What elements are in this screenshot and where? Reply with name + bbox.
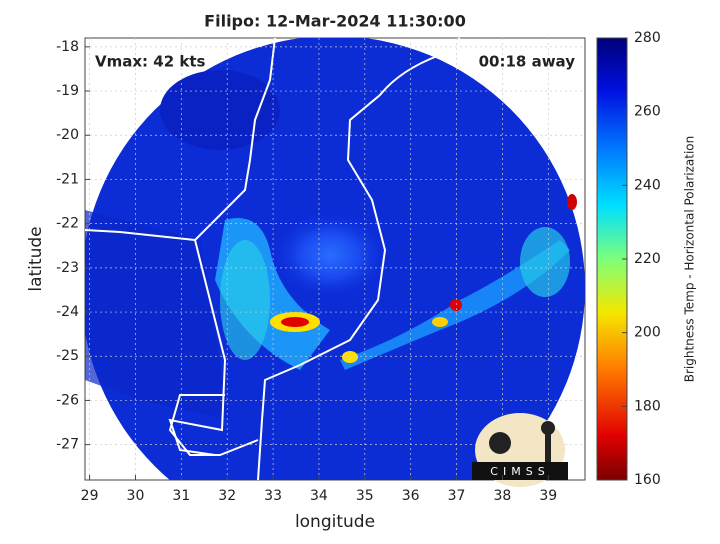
chart-title: Filipo: 12-Mar-2024 11:30:00 (204, 12, 466, 31)
x-tick-label: 34 (310, 488, 328, 504)
y-tick-label: -23 (56, 260, 79, 276)
colorbar-tick-label: 260 (634, 104, 661, 120)
colorbar-tick-label: 280 (634, 30, 661, 46)
colorbar-tick-label: 160 (634, 472, 661, 488)
y-tick-label: -25 (56, 348, 79, 364)
vmax-annotation: Vmax: 42 kts (95, 53, 205, 71)
x-tick-label: 31 (172, 488, 190, 504)
x-tick-label: 32 (218, 488, 236, 504)
x-tick-label: 39 (539, 488, 557, 504)
y-tick-label: -24 (56, 304, 79, 320)
y-tick-label: -19 (56, 83, 79, 99)
colorbar-tick-label: 220 (634, 251, 661, 267)
x-tick-label: 36 (402, 488, 420, 504)
colorbar-tick-label: 180 (634, 398, 661, 414)
x-tick-label: 38 (494, 488, 512, 504)
y-tick-label: -20 (56, 127, 79, 143)
x-tick-label: 30 (127, 488, 145, 504)
x-tick-label: 37 (448, 488, 466, 504)
colorbar-label: Brightness Temp - Horizontal Polarizatio… (683, 136, 697, 383)
logo: CIMSS (472, 413, 568, 487)
colorbar-tick-label: 240 (634, 177, 661, 193)
logo-text: CIMSS (490, 465, 549, 478)
y-tick-label: -26 (56, 392, 79, 408)
y-tick-label: -22 (56, 216, 79, 232)
time-annotation: 00:18 away (479, 53, 576, 71)
colorbar-tick-label: 200 (634, 325, 661, 341)
y-tick-label: -18 (56, 39, 79, 55)
grid (85, 38, 585, 480)
x-tick-label: 35 (356, 488, 374, 504)
y-tick-label: -21 (56, 171, 79, 187)
x-tick-label: 29 (81, 488, 99, 504)
y-tick-label: -27 (56, 437, 79, 453)
y-axis-label: latitude (26, 226, 46, 291)
coastlines (84, 37, 461, 481)
satellite-swath (85, 38, 585, 480)
x-tick-label: 33 (264, 488, 282, 504)
x-axis-label: longitude (295, 512, 375, 532)
